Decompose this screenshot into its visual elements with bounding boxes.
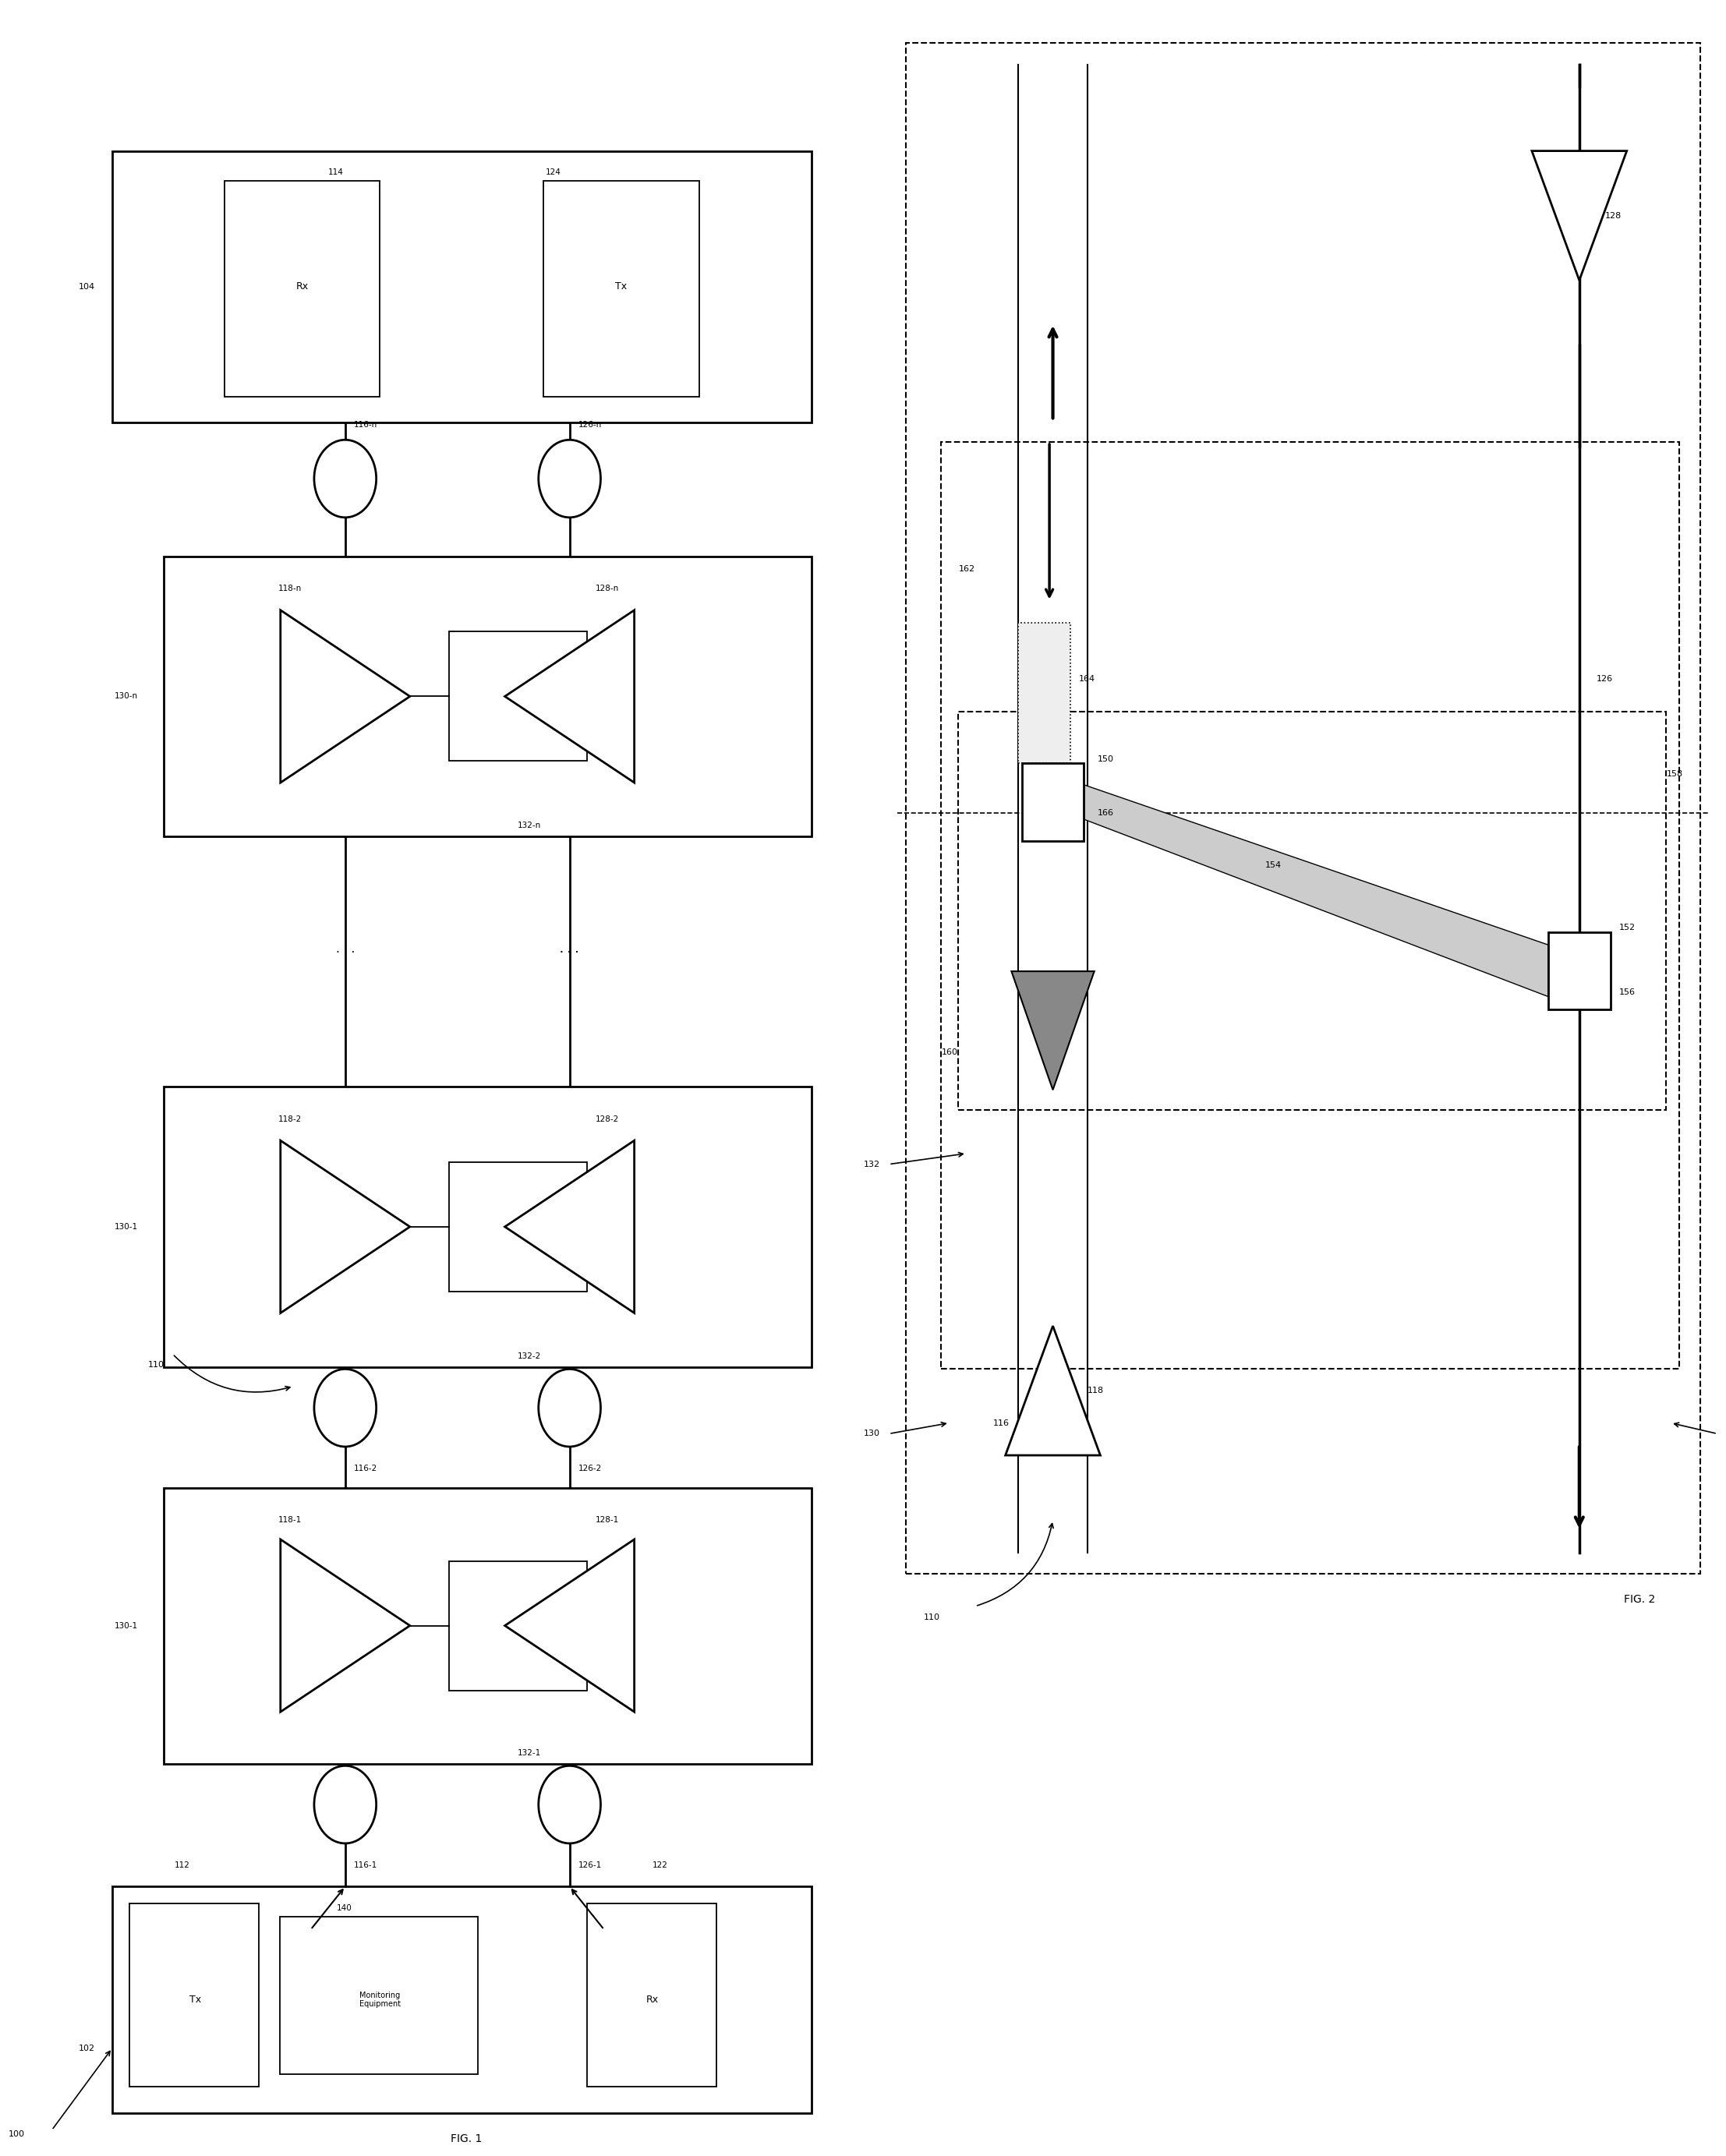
Text: 126-n: 126-n xyxy=(578,420,602,429)
Text: Tx: Tx xyxy=(616,282,627,291)
Bar xyxy=(958,711,1666,1110)
Text: Tx: Tx xyxy=(190,1994,200,2005)
Circle shape xyxy=(314,1369,376,1447)
Text: 116-2: 116-2 xyxy=(354,1464,378,1473)
Bar xyxy=(544,181,699,397)
Text: 126-1: 126-1 xyxy=(578,1861,602,1869)
Text: 166: 166 xyxy=(1098,808,1113,817)
Bar xyxy=(112,1886,811,2113)
Text: 154: 154 xyxy=(1265,860,1281,869)
Text: 132-1: 132-1 xyxy=(518,1749,542,1757)
Text: 104: 104 xyxy=(78,282,95,291)
Circle shape xyxy=(539,1369,601,1447)
Text: . . .: . . . xyxy=(559,942,580,955)
Text: 116-1: 116-1 xyxy=(354,1861,378,1869)
Text: 130: 130 xyxy=(865,1429,880,1438)
Bar xyxy=(129,1904,259,2087)
Bar xyxy=(449,1162,587,1291)
Bar xyxy=(587,1904,716,2087)
Bar xyxy=(164,556,811,837)
Text: 128-1: 128-1 xyxy=(595,1516,620,1524)
Text: 130-1: 130-1 xyxy=(114,1222,138,1231)
Text: 100: 100 xyxy=(9,2130,24,2139)
Circle shape xyxy=(314,440,376,517)
Text: 156: 156 xyxy=(1619,987,1635,996)
Polygon shape xyxy=(280,1141,411,1313)
Bar xyxy=(449,632,587,761)
Text: 130-1: 130-1 xyxy=(114,1621,138,1630)
Polygon shape xyxy=(280,1539,411,1712)
Bar xyxy=(941,442,1679,1369)
Polygon shape xyxy=(1005,1326,1101,1455)
Text: Monitoring
Equipment: Monitoring Equipment xyxy=(359,1992,400,2007)
Text: 128-n: 128-n xyxy=(595,584,620,593)
Polygon shape xyxy=(1011,970,1094,1091)
Circle shape xyxy=(539,440,601,517)
Text: 118-2: 118-2 xyxy=(278,1115,302,1123)
Text: 128-2: 128-2 xyxy=(595,1115,620,1123)
Text: 152: 152 xyxy=(1619,923,1636,931)
Text: 158: 158 xyxy=(1666,770,1683,778)
Text: Rx: Rx xyxy=(295,282,309,291)
Polygon shape xyxy=(504,610,635,783)
Polygon shape xyxy=(1084,785,1548,996)
Bar xyxy=(449,1561,587,1690)
Text: 114: 114 xyxy=(328,168,343,177)
Bar xyxy=(164,1087,811,1367)
Text: . . .: . . . xyxy=(335,942,356,955)
Text: 116-n: 116-n xyxy=(354,420,378,429)
Text: 112: 112 xyxy=(174,1861,190,1869)
Circle shape xyxy=(314,1766,376,1843)
Text: 124: 124 xyxy=(545,168,561,177)
Bar xyxy=(112,151,811,423)
Text: FIG. 1: FIG. 1 xyxy=(450,2132,482,2145)
Text: 160: 160 xyxy=(942,1048,958,1056)
Text: 132-n: 132-n xyxy=(518,821,542,830)
Text: Rx: Rx xyxy=(646,1994,659,2005)
Bar xyxy=(906,43,1700,1574)
Text: 126-2: 126-2 xyxy=(578,1464,602,1473)
Text: 126: 126 xyxy=(1597,675,1614,683)
Text: 162: 162 xyxy=(958,565,975,573)
Bar xyxy=(280,1917,478,2074)
Text: 130-n: 130-n xyxy=(114,692,138,701)
Text: 110: 110 xyxy=(923,1613,939,1621)
Text: . . .: . . . xyxy=(559,942,580,955)
Bar xyxy=(1022,763,1084,841)
Text: 132: 132 xyxy=(863,1160,880,1169)
Text: 150: 150 xyxy=(1098,755,1113,763)
Circle shape xyxy=(539,1766,601,1843)
Polygon shape xyxy=(504,1539,635,1712)
Text: 140: 140 xyxy=(337,1904,352,1912)
Text: 116: 116 xyxy=(994,1419,1010,1427)
Text: 110: 110 xyxy=(148,1360,164,1369)
Polygon shape xyxy=(280,610,411,783)
Bar xyxy=(1018,65,1087,1552)
Text: 122: 122 xyxy=(652,1861,668,1869)
Text: 118-n: 118-n xyxy=(278,584,302,593)
Polygon shape xyxy=(504,1141,635,1313)
Polygon shape xyxy=(1533,151,1626,280)
Text: 164: 164 xyxy=(1079,675,1096,683)
Text: FIG. 2: FIG. 2 xyxy=(1624,1593,1655,1606)
Text: 102: 102 xyxy=(78,2044,95,2053)
Text: 132-2: 132-2 xyxy=(518,1352,542,1360)
Bar xyxy=(224,181,380,397)
Text: 118-1: 118-1 xyxy=(278,1516,302,1524)
Bar xyxy=(1018,623,1070,763)
Text: 128: 128 xyxy=(1605,211,1622,220)
Bar xyxy=(1548,931,1610,1009)
Bar xyxy=(164,1488,811,1764)
Text: 118: 118 xyxy=(1087,1386,1105,1395)
